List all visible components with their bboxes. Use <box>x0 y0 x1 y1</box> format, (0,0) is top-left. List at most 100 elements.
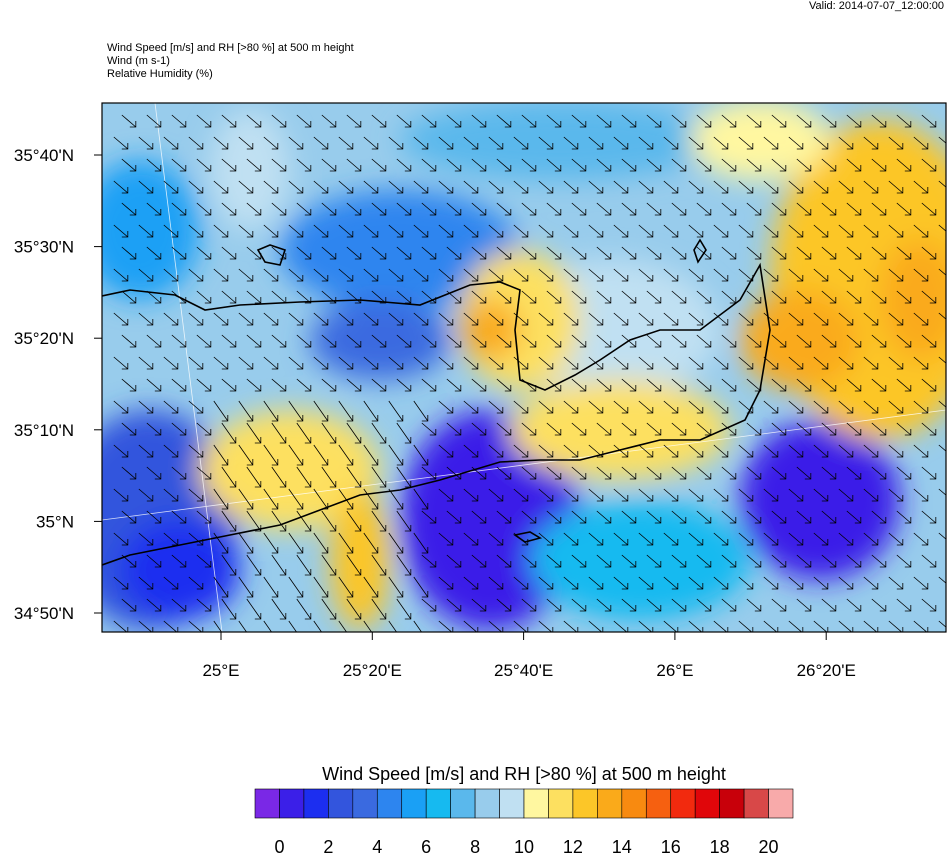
wind-arrow <box>238 268 254 282</box>
wind-arrow <box>813 312 829 326</box>
wind-arrow <box>796 598 812 612</box>
wind-arrow <box>921 334 937 348</box>
wind-arrow <box>496 246 512 260</box>
wind-arrow <box>188 444 204 458</box>
wind-arrow <box>488 444 504 458</box>
wind-arrow <box>421 598 437 612</box>
wind-arrow <box>288 400 304 422</box>
wind-arrow <box>788 400 804 414</box>
wind-arrow <box>588 532 604 546</box>
wind-arrow <box>321 378 337 392</box>
colorbar-label: 16 <box>661 837 681 854</box>
wind-arrow <box>721 246 737 260</box>
wind-arrow <box>913 400 929 414</box>
wind-arrow <box>696 422 712 436</box>
wind-arrow <box>563 312 579 326</box>
wind-arrow <box>788 620 804 632</box>
wind-arrow <box>688 488 704 502</box>
wind-arrow <box>838 620 854 632</box>
wind-arrow <box>721 510 737 524</box>
wind-arrow <box>338 532 354 554</box>
colorbar-box <box>621 788 647 819</box>
wind-arrow <box>246 334 262 348</box>
wind-arrow <box>263 136 279 150</box>
wind-arrow <box>513 356 529 370</box>
wind-arrow <box>446 466 462 480</box>
wind-arrow <box>146 114 162 128</box>
lon-label: 26°20'E <box>797 661 856 680</box>
wind-arrow <box>113 400 129 414</box>
wind-arrow <box>913 488 929 502</box>
wind-arrow <box>913 224 929 238</box>
wind-arrow <box>188 576 204 590</box>
wind-arrow <box>196 290 212 304</box>
wind-arrow <box>463 444 479 458</box>
wind-arrow <box>921 378 937 392</box>
wind-arrow <box>488 136 504 150</box>
wind-arrow <box>396 114 412 128</box>
wind-arrow <box>271 158 287 172</box>
wind-arrow <box>371 290 387 304</box>
wind-arrow <box>621 158 637 172</box>
header: Wind Speed [m/s] and RH [>80 %] at 500 m… <box>107 42 354 80</box>
wind-arrow <box>546 202 562 216</box>
wind-arrow <box>746 378 762 392</box>
wind-arrow <box>821 246 837 260</box>
wind-arrow <box>471 598 487 612</box>
wind-arrow <box>888 444 904 458</box>
wind-arrow <box>171 158 187 172</box>
wind-arrow <box>363 312 379 326</box>
wind-arrow <box>146 290 162 304</box>
wind-arrow <box>196 422 212 436</box>
wind-arrow <box>821 334 837 348</box>
wind-arrow <box>863 576 879 590</box>
header-line: Relative Humidity (%) <box>107 68 213 80</box>
colorbar-box <box>572 788 598 819</box>
wind-arrow <box>713 576 729 590</box>
wind-arrow <box>421 334 437 348</box>
valid-time: Valid: 2014-07-07_12:00:00 <box>809 0 944 12</box>
wind-arrow <box>221 598 237 620</box>
wind-arrow <box>338 268 354 282</box>
wind-arrow <box>671 554 687 568</box>
wind-arrow <box>313 620 323 632</box>
wind-arrow <box>296 510 312 532</box>
colorbar-box <box>474 788 500 819</box>
wind-arrow <box>863 268 879 282</box>
wind-arrow <box>671 598 687 612</box>
wind-arrow <box>463 620 479 632</box>
wind-arrow <box>388 136 404 150</box>
wind-arrow <box>113 444 129 458</box>
wind-arrow <box>771 202 787 216</box>
wind-arrow <box>321 598 337 620</box>
wind-arrow <box>246 290 262 304</box>
wind-arrow <box>571 378 587 392</box>
wind-arrow <box>346 290 362 304</box>
wind-arrow <box>388 268 404 282</box>
wind-arrow <box>838 180 854 194</box>
wind-arrow <box>913 312 929 326</box>
wind-arrow <box>721 422 737 436</box>
wind-arrow <box>863 488 879 502</box>
wind-arrow <box>738 444 754 458</box>
wind-arrow <box>571 598 587 612</box>
wind-arrow <box>288 488 304 510</box>
colorbar-box <box>719 788 745 819</box>
wind-arrow <box>621 598 637 612</box>
wind-arrow <box>371 598 387 620</box>
wind-arrow <box>138 356 154 370</box>
colorbar-label: 12 <box>563 837 583 854</box>
wind-arrow <box>771 334 787 348</box>
wind-arrow <box>546 334 562 348</box>
wind-arrow <box>346 246 362 260</box>
wind-arrow <box>796 466 812 480</box>
wind-arrow <box>546 158 562 172</box>
wind-arrow <box>121 598 137 612</box>
wind-arrow <box>238 224 254 238</box>
wind-arrow <box>713 620 729 632</box>
wind-arrow <box>263 444 279 466</box>
wind-arrow <box>463 532 479 546</box>
wind-arrow <box>213 532 229 554</box>
wind-arrow <box>313 312 329 326</box>
wind-arrow <box>471 246 487 260</box>
